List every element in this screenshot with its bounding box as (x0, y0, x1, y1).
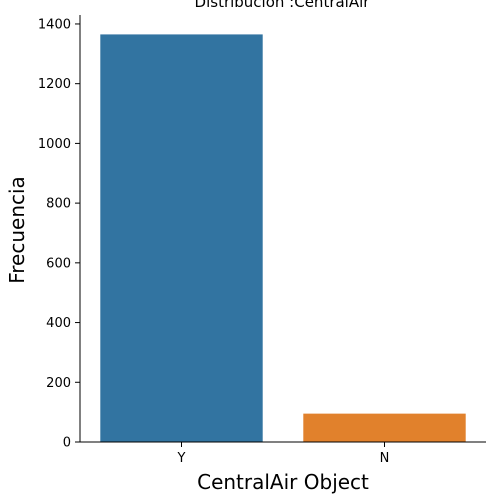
y-axis-label: Frecuencia (5, 176, 29, 284)
y-tick-label: 600 (46, 256, 71, 271)
x-tick-label-y: Y (177, 451, 186, 466)
y-tick-label: 400 (46, 316, 71, 331)
y-tick-label: 0 (63, 436, 71, 451)
y-tick-label: 800 (46, 197, 71, 212)
bars (100, 34, 466, 443)
y-tick-label: 200 (46, 376, 71, 391)
y-axis-ticks: 0 200 400 600 800 1000 1200 1400 (38, 17, 80, 451)
x-axis-label: CentralAir Object (197, 470, 369, 494)
bar-y (100, 34, 263, 443)
y-tick-label: 1200 (38, 77, 71, 92)
y-tick-label: 1400 (38, 17, 71, 32)
x-tick-label-n: N (380, 451, 390, 466)
chart-title: Distribución :CentralAir (195, 0, 371, 11)
bar-n (303, 413, 466, 442)
y-tick-label: 1000 (38, 137, 71, 152)
